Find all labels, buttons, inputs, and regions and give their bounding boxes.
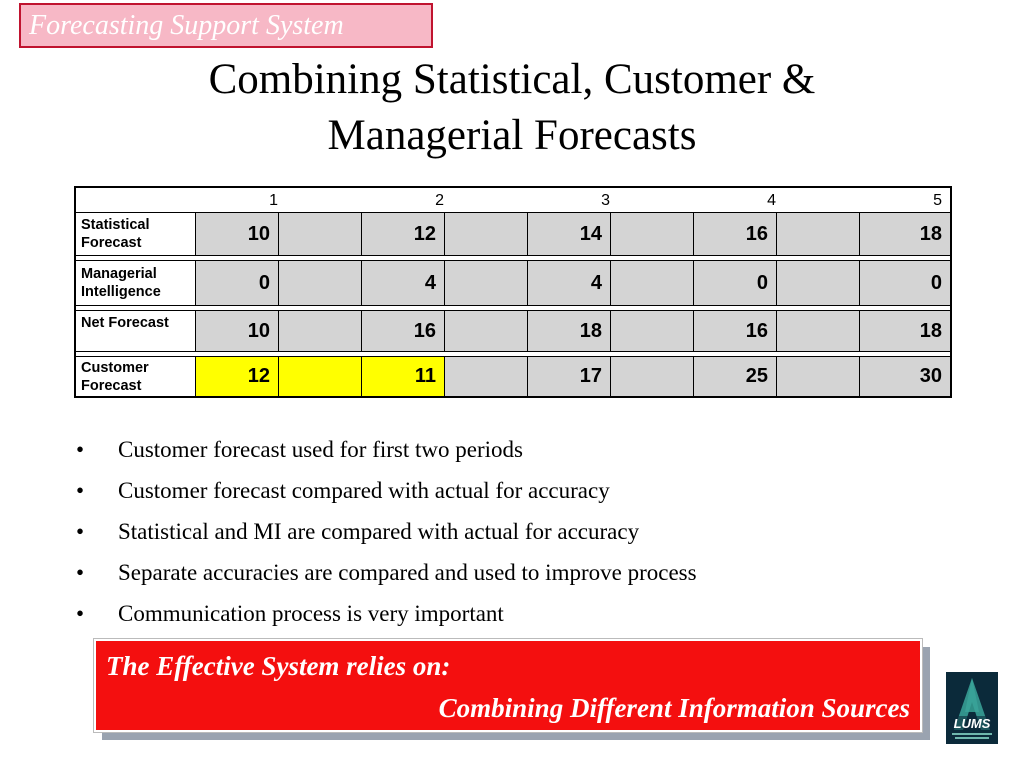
bullet-marker: • [76, 519, 85, 544]
column-header-4: 4 [767, 192, 776, 209]
column-header-5: 5 [933, 192, 942, 209]
cell-customer-3: 17 [528, 357, 611, 396]
bullet-text: Customer forecast compared with actual f… [118, 478, 610, 503]
spacer-cell [279, 213, 362, 255]
cell-managerial-4: 0 [694, 261, 777, 305]
row-divider [76, 351, 950, 352]
cell-managerial-1: 0 [196, 261, 279, 305]
cell-net-2: 16 [362, 311, 445, 351]
bullet-marker: • [76, 478, 85, 503]
spacer-cell [611, 261, 694, 305]
spacer-cell [777, 311, 860, 351]
callout-line-2: Combining Different Information Sources [438, 693, 910, 723]
cell-statistical-1: 10 [196, 213, 279, 255]
spacer-cell [777, 357, 860, 396]
bullet-item: • Communication process is very important [76, 597, 697, 638]
cell-net-5: 18 [860, 311, 950, 351]
spacer-cell [611, 213, 694, 255]
bullet-item: • Customer forecast compared with actual … [76, 474, 697, 515]
forecast-table: 1 2 3 4 5 Statistical Forecast 10 12 14 … [74, 186, 952, 398]
cell-net-4: 16 [694, 311, 777, 351]
bullet-list: • Customer forecast used for first two pe… [76, 433, 697, 638]
row-label-line: Customer [81, 360, 149, 376]
cell-managerial-5: 0 [860, 261, 950, 305]
spacer-cell [279, 311, 362, 351]
row-divider [76, 260, 950, 261]
row-label-line: Forecast [81, 235, 142, 251]
spacer-cell [611, 311, 694, 351]
callout-box: The Effective System relies on: Combinin… [93, 638, 923, 733]
bullet-item: • Customer forecast used for first two pe… [76, 433, 697, 474]
row-divider [76, 310, 950, 311]
row-label-managerial-intelligence: Managerial Intelligence [76, 261, 196, 305]
bullet-text: Customer forecast used for first two per… [118, 437, 523, 462]
slide-title: Combining Statistical, Customer & Manage… [0, 52, 1024, 164]
cell-net-1: 10 [196, 311, 279, 351]
row-divider [76, 356, 950, 357]
bullet-marker: • [76, 437, 85, 462]
row-label-net-forecast: Net Forecast [76, 311, 196, 351]
column-header-3: 3 [601, 192, 610, 209]
callout-line-1: The Effective System relies on: [106, 651, 451, 681]
spacer-cell [777, 261, 860, 305]
bullet-item: • Statistical and MI are compared with ac… [76, 515, 697, 556]
spacer-cell [445, 357, 528, 396]
cell-statistical-2: 12 [362, 213, 445, 255]
row-label-line: Intelligence [81, 284, 161, 300]
slide-title-line-2: Managerial Forecasts [327, 112, 697, 159]
cell-customer-2: 11 [362, 357, 445, 396]
bullet-text: Communication process is very important [118, 601, 504, 626]
column-header-2: 2 [435, 192, 444, 209]
cell-statistical-4: 16 [694, 213, 777, 255]
row-label-customer-forecast: Customer Forecast [76, 357, 196, 396]
row-label-line: Forecast [81, 378, 142, 394]
bullet-item: • Separate accuracies are compared and us… [76, 556, 697, 597]
row-label-line: Net Forecast [81, 315, 169, 331]
cell-managerial-2: 4 [362, 261, 445, 305]
cell-customer-4: 25 [694, 357, 777, 396]
bullet-marker: • [76, 560, 85, 585]
row-label-line: Managerial [81, 266, 157, 282]
bullet-marker: • [76, 601, 85, 626]
row-label-statistical-forecast: Statistical Forecast [76, 213, 196, 255]
cell-customer-5: 30 [860, 357, 950, 396]
spacer-cell [445, 311, 528, 351]
section-tag: Forecasting Support System [19, 3, 433, 48]
spacer-cell [279, 261, 362, 305]
spacer-cell [445, 261, 528, 305]
cell-managerial-3: 4 [528, 261, 611, 305]
bullet-text: Separate accuracies are compared and use… [118, 560, 697, 585]
row-label-line: Statistical [81, 217, 150, 233]
cell-net-3: 18 [528, 311, 611, 351]
logo-text: LUMS [954, 716, 991, 731]
slide-title-line-1: Combining Statistical, Customer & [208, 56, 816, 103]
bullet-text: Statistical and MI are compared with act… [118, 519, 640, 544]
spacer-cell-highlighted [279, 357, 362, 396]
lums-logo-icon: LUMS [946, 672, 998, 744]
cell-statistical-3: 14 [528, 213, 611, 255]
row-divider [76, 255, 950, 256]
cell-statistical-5: 18 [860, 213, 950, 255]
row-divider [76, 305, 950, 306]
cell-customer-1: 12 [196, 357, 279, 396]
spacer-cell [611, 357, 694, 396]
header-divider [76, 212, 950, 213]
spacer-cell [777, 213, 860, 255]
spacer-cell [445, 213, 528, 255]
column-header-1: 1 [269, 192, 278, 209]
